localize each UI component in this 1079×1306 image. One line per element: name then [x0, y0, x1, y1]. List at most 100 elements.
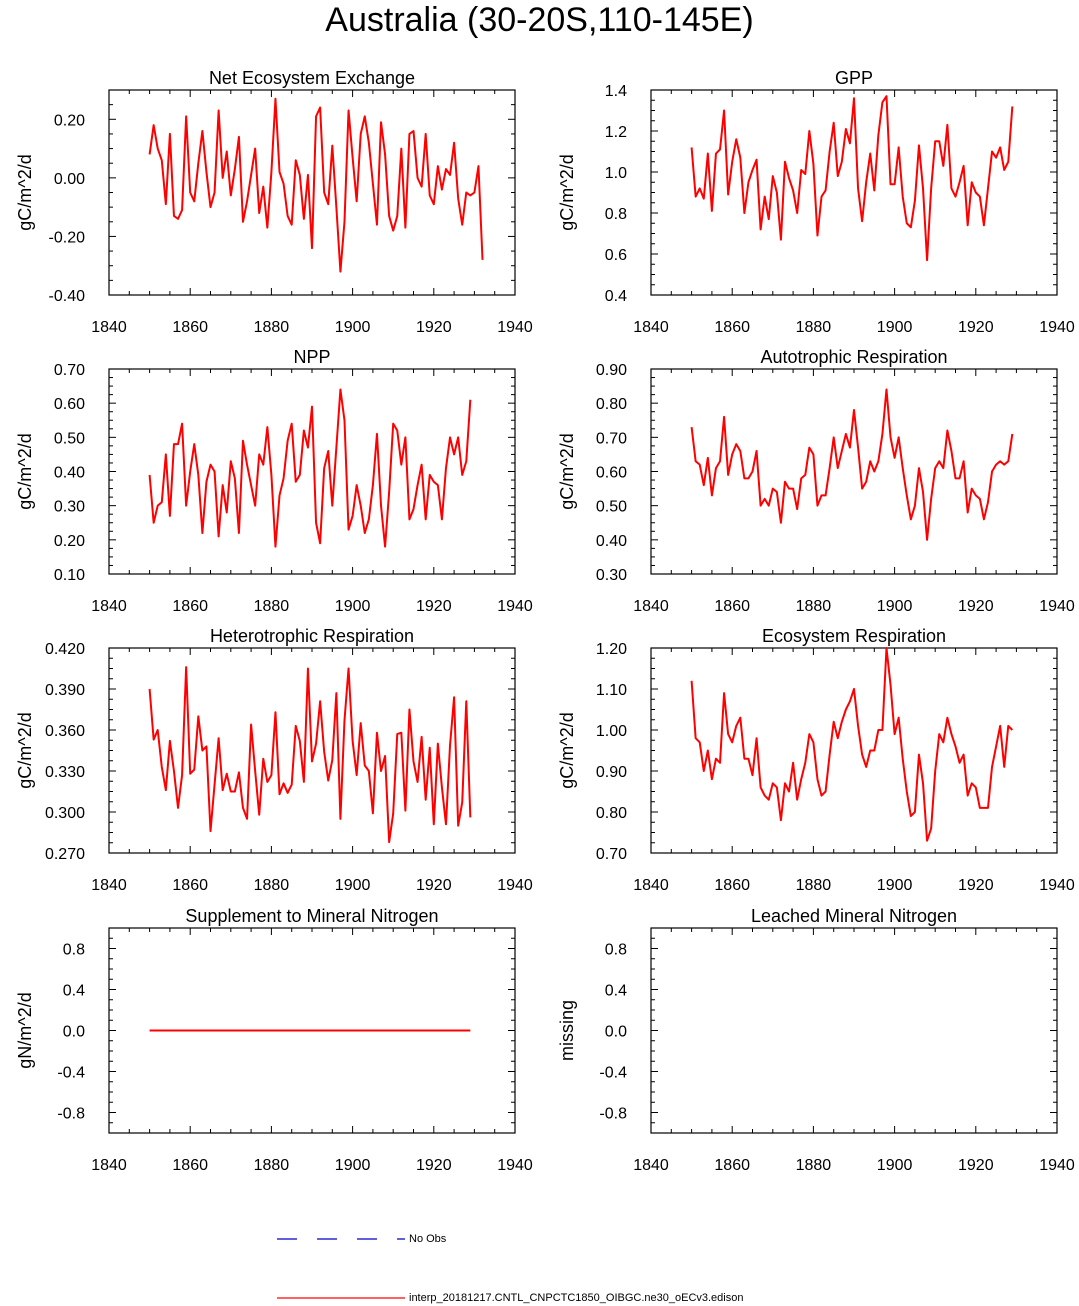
x-tick-label: 1940: [497, 877, 533, 894]
x-tick-label: 1860: [714, 1157, 750, 1174]
y-tick-label: -0.8: [599, 1106, 627, 1123]
y-tick-label: 0.20: [54, 112, 85, 129]
y-tick-label: 0.50: [54, 430, 85, 447]
series-line: [148, 97, 484, 273]
x-tick-label: 1900: [877, 598, 913, 615]
x-tick-label: 1860: [172, 598, 208, 615]
x-tick-label: 1880: [254, 319, 290, 336]
x-tick-label: 1880: [254, 1157, 290, 1174]
y-axis-label: gC/m^2/d: [557, 433, 577, 509]
y-tick-label: 0.8: [63, 942, 85, 959]
x-tick-label: 1840: [633, 598, 669, 615]
y-tick-label: 0.60: [54, 396, 85, 413]
y-tick-label: 0.70: [596, 430, 627, 447]
x-tick-label: 1900: [877, 1157, 913, 1174]
x-tick-label: 1920: [416, 319, 452, 336]
y-tick-label: 0.80: [596, 805, 627, 822]
x-tick-label: 1940: [1039, 598, 1075, 615]
x-tick-label: 1860: [172, 877, 208, 894]
x-tick-label: 1860: [172, 319, 208, 336]
chart-panel: Supplement to Mineral Nitrogen gN/m^2/d 18…: [15, 906, 533, 1174]
x-tick-label: 1860: [714, 598, 750, 615]
y-tick-label: 0.390: [45, 682, 85, 699]
y-tick-label: 0.60: [596, 465, 627, 482]
x-tick-label: 1900: [877, 319, 913, 336]
y-tick-label: -0.20: [49, 229, 86, 246]
y-tick-label: 0.8: [605, 942, 627, 959]
x-tick-label: 1900: [335, 1157, 371, 1174]
chart-title: Leached Mineral Nitrogen: [751, 906, 957, 926]
chart-panel: GPP gC/m^2/d 1840 1860 1880 1900 1920 1940 0.4 0.…: [557, 68, 1075, 336]
y-tick-label: -0.4: [599, 1065, 627, 1082]
chart-title: Autotrophic Respiration: [760, 347, 947, 367]
x-tick-label: 1940: [497, 598, 533, 615]
y-axis-label: gC/m^2/d: [557, 154, 577, 230]
y-tick-label: 0.270: [45, 846, 85, 863]
y-tick-label: 0.50: [596, 499, 627, 516]
chart-title: GPP: [835, 68, 873, 88]
x-tick-label: 1840: [633, 877, 669, 894]
chart-title: Net Ecosystem Exchange: [209, 68, 415, 88]
y-tick-label: -0.4: [57, 1065, 85, 1082]
x-tick-label: 1840: [91, 319, 127, 336]
legend-model-label: interp_20181217.CNTL_CNPCTC1850_OIBGC.ne…: [409, 1292, 744, 1304]
chart-panel: Leached Mineral Nitrogen missing 1840 1860 1…: [557, 906, 1075, 1174]
series-line: [148, 388, 472, 548]
y-tick-label: 0.30: [596, 567, 627, 584]
y-tick-label: -0.8: [57, 1106, 85, 1123]
x-tick-label: 1900: [335, 598, 371, 615]
y-tick-label: 0.20: [54, 533, 85, 550]
x-tick-label: 1840: [91, 598, 127, 615]
x-tick-label: 1860: [714, 877, 750, 894]
y-tick-label: 0.8: [605, 206, 627, 223]
x-tick-label: 1920: [958, 1157, 994, 1174]
y-tick-label: 0.0: [605, 1024, 627, 1041]
x-tick-label: 1840: [91, 877, 127, 894]
x-tick-label: 1940: [1039, 1157, 1075, 1174]
legend-obs-label: No Obs: [409, 1233, 447, 1245]
y-tick-label: 1.10: [596, 682, 627, 699]
y-tick-label: 0.40: [596, 533, 627, 550]
y-tick-label: 1.00: [596, 723, 627, 740]
series-line: [148, 666, 472, 844]
x-tick-label: 1840: [91, 1157, 127, 1174]
y-axis-label: gN/m^2/d: [15, 992, 35, 1068]
x-tick-label: 1920: [958, 598, 994, 615]
y-tick-label: 0.420: [45, 641, 85, 658]
x-tick-label: 1920: [958, 319, 994, 336]
x-tick-label: 1840: [633, 1157, 669, 1174]
y-tick-label: 0.90: [596, 764, 627, 781]
series-line: [690, 647, 1014, 842]
y-tick-label: 1.0: [605, 165, 627, 182]
x-tick-label: 1860: [172, 1157, 208, 1174]
y-axis-label: gC/m^2/d: [557, 712, 577, 788]
chart-panel: Autotrophic Respiration gC/m^2/d 1840 1860 1…: [557, 347, 1075, 615]
y-tick-label: 1.4: [605, 83, 627, 100]
chart-title: NPP: [293, 347, 330, 367]
x-tick-label: 1880: [254, 598, 290, 615]
y-tick-label: 0.0: [63, 1024, 85, 1041]
y-tick-label: 0.40: [54, 465, 85, 482]
y-axis-label: missing: [557, 1000, 577, 1061]
y-tick-label: 0.30: [54, 499, 85, 516]
page-title: Australia (30-20S,110-145E): [325, 1, 754, 39]
y-tick-label: 0.10: [54, 567, 85, 584]
y-tick-label: 0.70: [54, 362, 85, 379]
chart-title: Supplement to Mineral Nitrogen: [185, 906, 438, 926]
x-tick-label: 1920: [958, 877, 994, 894]
y-tick-label: 0.4: [63, 983, 85, 1000]
y-tick-label: 0.300: [45, 805, 85, 822]
x-tick-label: 1920: [416, 598, 452, 615]
y-tick-label: 0.6: [605, 247, 627, 264]
x-tick-label: 1880: [796, 598, 832, 615]
y-axis-label: gC/m^2/d: [15, 433, 35, 509]
series-line: [690, 95, 1014, 262]
chart-panel: Heterotrophic Respiration gC/m^2/d 1840 186…: [15, 626, 533, 894]
x-tick-label: 1940: [1039, 319, 1075, 336]
y-tick-label: -0.40: [49, 288, 86, 305]
chart-title: Ecosystem Respiration: [762, 626, 946, 646]
y-tick-label: 0.90: [596, 362, 627, 379]
chart-panel: Ecosystem Respiration gC/m^2/d 1840 1860 188…: [557, 626, 1075, 894]
